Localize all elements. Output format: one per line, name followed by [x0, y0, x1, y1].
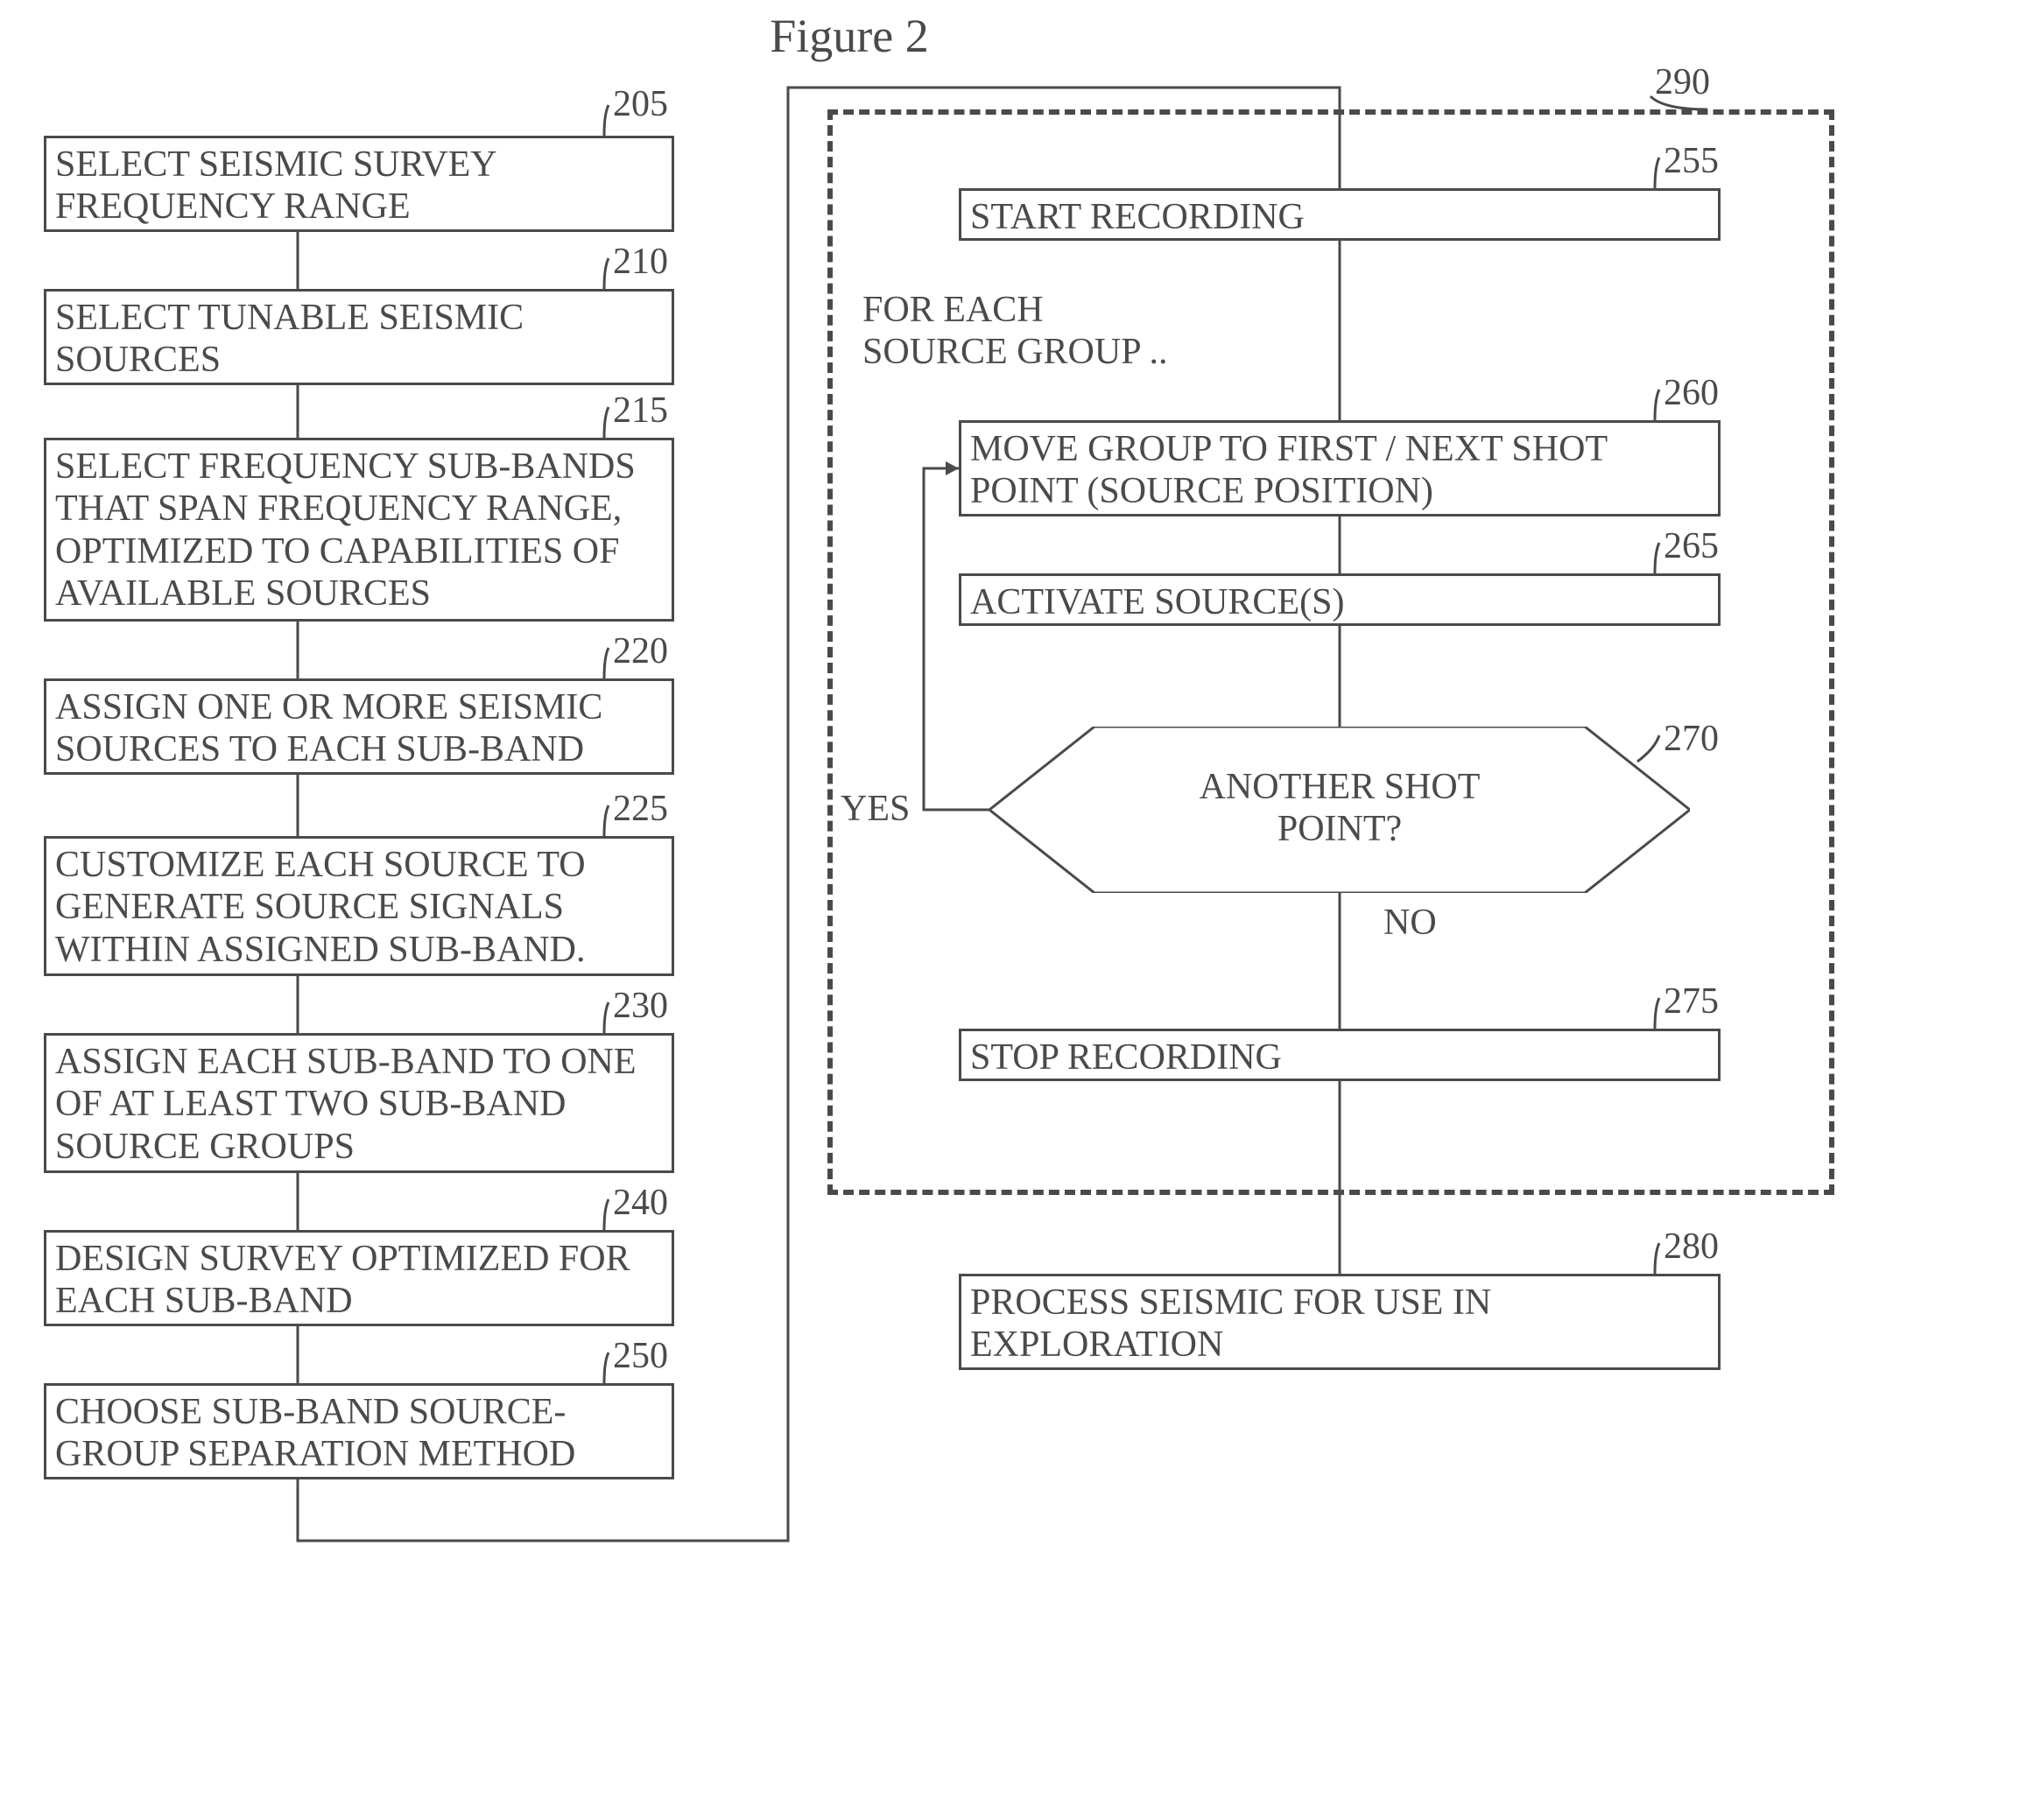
box-210-text: SELECT TUNABLE SEISMIC SOURCES: [55, 297, 663, 382]
box-220: ASSIGN ONE OR MORE SEISMIC SOURCES TO EA…: [44, 678, 674, 775]
ref-240: 240: [613, 1182, 668, 1224]
box-225: CUSTOMIZE EACH SOURCE TO GENERATE SOURCE…: [44, 836, 674, 976]
ref-225: 225: [613, 788, 668, 830]
ref-230: 230: [613, 985, 668, 1027]
ref-275: 275: [1664, 980, 1719, 1022]
ref-265: 265: [1664, 525, 1719, 567]
box-215: SELECT FREQUENCY SUB-BANDS THAT SPAN FRE…: [44, 438, 674, 622]
flowchart-canvas: Figure 2 290 SELECT SEISMIC SURVEY FREQU…: [0, 0, 2041, 1820]
ref-210: 210: [613, 241, 668, 283]
box-275: STOP RECORDING: [959, 1029, 1721, 1081]
box-265-text: ACTIVATE SOURCE(S): [970, 581, 1344, 623]
box-240: DESIGN SURVEY OPTIMIZED FOR EACH SUB-BAN…: [44, 1230, 674, 1326]
decision-270-text: ANOTHER SHOT POINT?: [989, 766, 1690, 851]
ref-260: 260: [1664, 372, 1719, 414]
ref-255: 255: [1664, 140, 1719, 182]
decision-270: ANOTHER SHOT POINT?: [989, 727, 1690, 893]
box-215-text: SELECT FREQUENCY SUB-BANDS THAT SPAN FRE…: [55, 446, 663, 615]
box-260: MOVE GROUP TO FIRST / NEXT SHOT POINT (S…: [959, 420, 1721, 516]
yes-label: YES: [841, 788, 910, 830]
ref-270: 270: [1664, 718, 1719, 760]
box-275-text: STOP RECORDING: [970, 1036, 1282, 1079]
box-250-text: CHOOSE SUB-BAND SOURCE-GROUP SEPARATION …: [55, 1391, 663, 1476]
box-280: PROCESS SEISMIC FOR USE IN EXPLORATION: [959, 1274, 1721, 1370]
box-250: CHOOSE SUB-BAND SOURCE-GROUP SEPARATION …: [44, 1383, 674, 1479]
box-280-text: PROCESS SEISMIC FOR USE IN EXPLORATION: [970, 1282, 1709, 1367]
box-230: ASSIGN EACH SUB-BAND TO ONE OF AT LEAST …: [44, 1033, 674, 1173]
box-265: ACTIVATE SOURCE(S): [959, 573, 1721, 626]
box-225-text: CUSTOMIZE EACH SOURCE TO GENERATE SOURCE…: [55, 844, 663, 971]
loop-label: FOR EACH SOURCE GROUP ..: [862, 289, 1168, 374]
ref-220: 220: [613, 630, 668, 672]
box-210: SELECT TUNABLE SEISMIC SOURCES: [44, 289, 674, 385]
ref-290: 290: [1655, 61, 1710, 103]
box-205: SELECT SEISMIC SURVEY FREQUENCY RANGE: [44, 136, 674, 232]
box-255-text: START RECORDING: [970, 196, 1305, 238]
box-240-text: DESIGN SURVEY OPTIMIZED FOR EACH SUB-BAN…: [55, 1238, 663, 1323]
ref-280: 280: [1664, 1226, 1719, 1268]
box-230-text: ASSIGN EACH SUB-BAND TO ONE OF AT LEAST …: [55, 1041, 663, 1168]
box-220-text: ASSIGN ONE OR MORE SEISMIC SOURCES TO EA…: [55, 686, 663, 771]
box-205-text: SELECT SEISMIC SURVEY FREQUENCY RANGE: [55, 144, 663, 228]
ref-205: 205: [613, 83, 668, 125]
figure-title: Figure 2: [674, 9, 1024, 63]
box-260-text: MOVE GROUP TO FIRST / NEXT SHOT POINT (S…: [970, 428, 1709, 513]
ref-215: 215: [613, 390, 668, 432]
box-255: START RECORDING: [959, 188, 1721, 241]
no-label: NO: [1383, 902, 1437, 944]
ref-250: 250: [613, 1335, 668, 1377]
